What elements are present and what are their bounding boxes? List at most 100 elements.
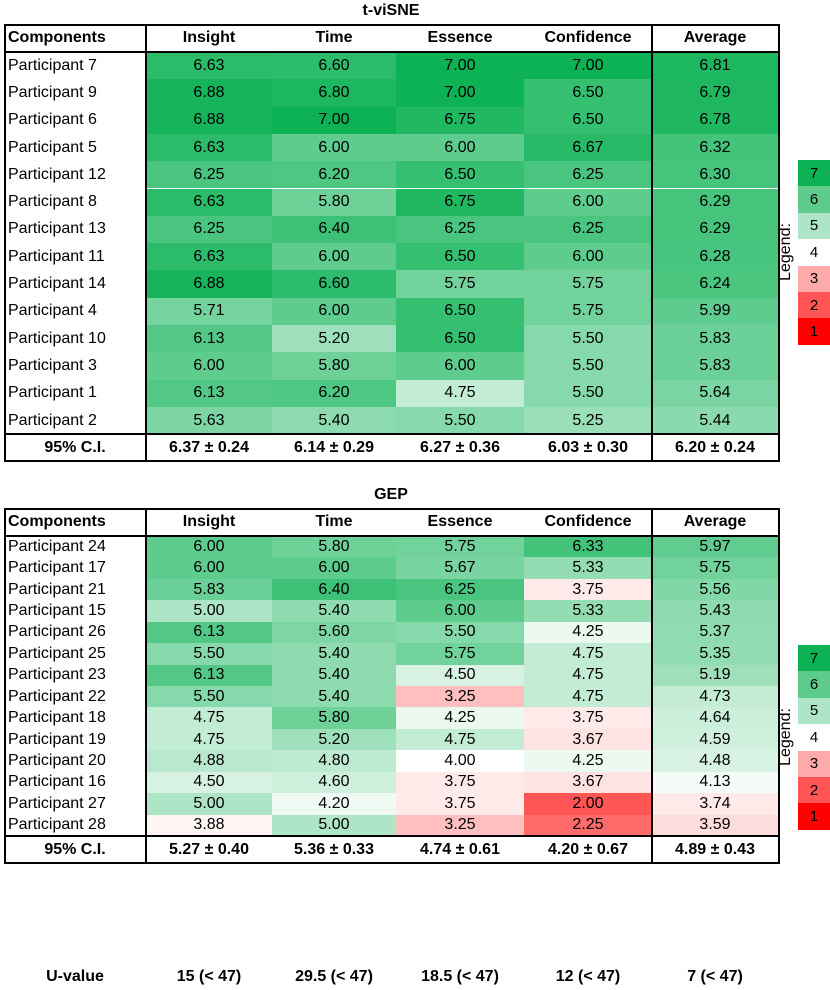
score-cell: 5.37 xyxy=(652,621,778,644)
score-cell: 5.50 xyxy=(146,686,272,708)
u-value: 29.5 (< 47) xyxy=(295,968,373,985)
score-cell: 4.75 xyxy=(396,728,524,751)
score-cell: 6.50 xyxy=(396,297,524,325)
score-cell: 4.64 xyxy=(652,707,778,729)
score-cell: 6.67 xyxy=(524,133,652,162)
score-cell: 5.35 xyxy=(652,643,778,665)
row-label: Participant 23 xyxy=(4,664,146,686)
score-cell: 6.50 xyxy=(524,79,652,107)
score-cell: 4.50 xyxy=(396,664,524,686)
score-cell: 5.75 xyxy=(396,643,524,665)
score-cell: 6.13 xyxy=(146,379,272,407)
score-cell: 6.50 xyxy=(396,243,524,271)
column-divider xyxy=(651,24,653,463)
column-header: Time xyxy=(315,513,353,530)
legend-swatch: 3 xyxy=(798,750,830,777)
legend-swatch: 4 xyxy=(798,724,830,751)
row-label: Participant 3 xyxy=(4,352,146,380)
score-cell: 5.00 xyxy=(272,814,396,836)
score-cell: 5.44 xyxy=(652,406,778,435)
legend-swatch: 6 xyxy=(798,671,830,698)
summary-cell: 6.03 ± 0.30 xyxy=(548,439,628,457)
row-label: Participant 13 xyxy=(4,215,146,244)
score-cell: 5.97 xyxy=(652,536,778,558)
legend-swatch: 1 xyxy=(798,803,830,830)
score-cell: 6.60 xyxy=(272,270,396,298)
score-cell: 6.88 xyxy=(146,106,272,134)
column-header: Insight xyxy=(182,513,236,530)
column-header: Average xyxy=(683,513,747,530)
table-border xyxy=(4,508,780,865)
legend-swatch: 7 xyxy=(798,160,830,187)
legend-swatch: 7 xyxy=(798,645,830,672)
score-cell: 4.13 xyxy=(652,771,778,794)
column-header: Essence xyxy=(427,513,493,530)
legend-swatch: 6 xyxy=(798,186,830,213)
row-label: Participant 21 xyxy=(4,578,146,601)
score-cell: 6.63 xyxy=(146,243,272,271)
score-cell: 5.75 xyxy=(652,557,778,579)
column-header: Time xyxy=(315,29,353,46)
column-divider xyxy=(145,508,147,865)
score-cell: 3.75 xyxy=(396,771,524,794)
row-label: Participant 12 xyxy=(4,161,146,189)
row-divider xyxy=(4,433,780,436)
row-label: Participant 2 xyxy=(4,406,146,435)
score-cell: 4.25 xyxy=(524,621,652,644)
score-cell: 4.25 xyxy=(524,750,652,772)
score-cell: 6.29 xyxy=(652,215,778,244)
row-divider xyxy=(4,535,780,537)
score-cell: 7.00 xyxy=(396,52,524,80)
score-cell: 5.50 xyxy=(396,406,524,435)
score-cell: 6.25 xyxy=(396,215,524,244)
column-header: Insight xyxy=(182,29,236,46)
score-cell: 6.78 xyxy=(652,106,778,134)
row-label: Participant 24 xyxy=(4,536,146,558)
score-cell: 4.48 xyxy=(652,750,778,772)
score-cell: 4.20 xyxy=(272,793,396,815)
score-cell: 5.00 xyxy=(146,600,272,622)
score-cell: 5.60 xyxy=(272,621,396,644)
score-cell: 5.40 xyxy=(272,686,396,708)
score-cell: 6.00 xyxy=(272,557,396,579)
score-cell: 5.75 xyxy=(524,297,652,325)
score-cell: 5.64 xyxy=(652,379,778,407)
score-cell: 6.00 xyxy=(524,243,652,271)
score-cell: 6.75 xyxy=(396,106,524,134)
score-cell: 6.00 xyxy=(146,557,272,579)
score-cell: 5.50 xyxy=(396,621,524,644)
column-header: Confidence xyxy=(544,513,632,530)
score-cell: 5.19 xyxy=(652,664,778,686)
score-cell: 6.81 xyxy=(652,52,778,80)
score-cell: 4.75 xyxy=(524,643,652,665)
row-label: Participant 4 xyxy=(4,297,146,325)
row-label: Participant 10 xyxy=(4,325,146,353)
row-label: Participant 9 xyxy=(4,79,146,107)
summary-cell: 6.27 ± 0.36 xyxy=(420,439,500,457)
score-cell: 4.50 xyxy=(146,771,272,794)
score-cell: 4.25 xyxy=(396,707,524,729)
score-cell: 5.40 xyxy=(272,406,396,435)
legend-swatch: 4 xyxy=(798,239,830,266)
score-cell: 6.20 xyxy=(272,161,396,189)
row-label: Participant 27 xyxy=(4,793,146,815)
score-cell: 5.40 xyxy=(272,664,396,686)
score-cell: 6.63 xyxy=(146,52,272,80)
score-cell: 6.13 xyxy=(146,621,272,644)
score-cell: 6.25 xyxy=(146,161,272,189)
table-title: GEP xyxy=(374,486,408,503)
row-label: Participant 19 xyxy=(4,728,146,751)
summary-cell: 6.20 ± 0.24 xyxy=(675,439,755,457)
row-divider xyxy=(4,835,780,838)
score-cell: 6.63 xyxy=(146,188,272,216)
score-cell: 6.25 xyxy=(524,161,652,189)
score-cell: 5.50 xyxy=(146,643,272,665)
legend-swatch: 1 xyxy=(798,318,830,345)
row-label: Participant 1 xyxy=(4,379,146,407)
score-cell: 7.00 xyxy=(272,106,396,134)
score-cell: 3.75 xyxy=(524,707,652,729)
column-header: Components xyxy=(8,29,106,46)
column-header: Essence xyxy=(427,29,493,46)
score-cell: 3.59 xyxy=(652,814,778,836)
